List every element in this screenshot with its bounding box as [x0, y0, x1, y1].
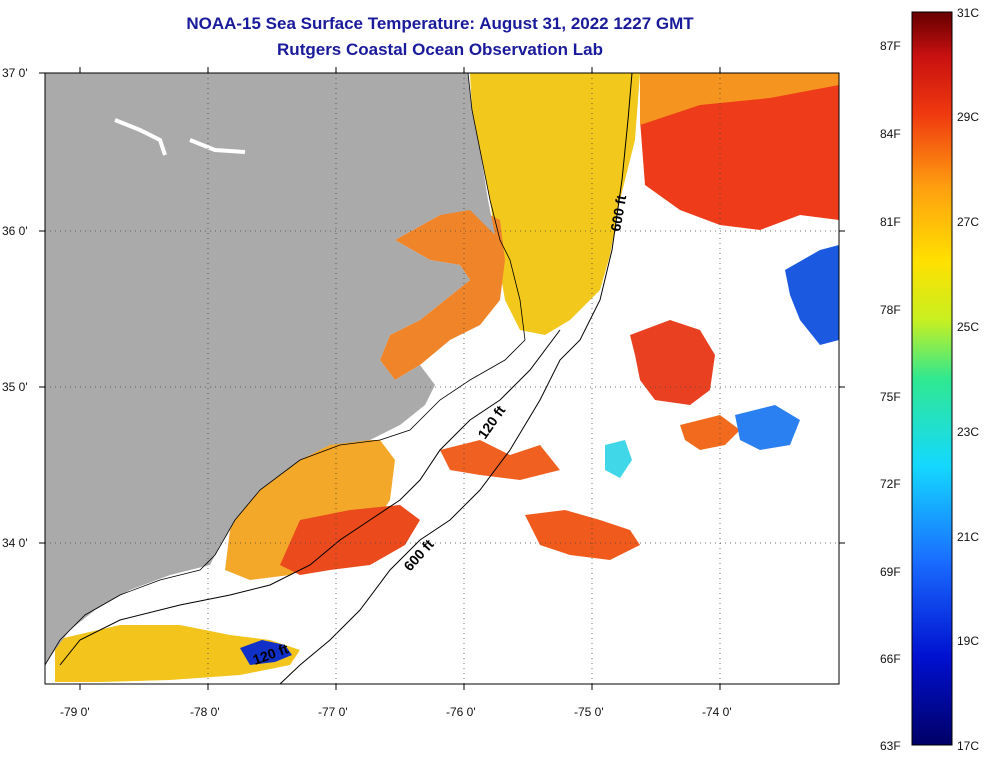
- y-tick-label: 35 0': [2, 380, 28, 394]
- tick-marks: [39, 67, 845, 690]
- warm-eddy: [630, 320, 715, 405]
- x-tick-label: -76 0': [446, 705, 476, 719]
- isobath-120ft: [59, 329, 561, 666]
- colorbar: [911, 11, 953, 746]
- cold-patch-southeast: [735, 405, 800, 450]
- x-tick-label: -75 0': [574, 705, 604, 719]
- colorbar-c-label: 31C: [957, 6, 980, 20]
- colorbar-c-label: 29C: [957, 110, 980, 124]
- inland-river: [114, 118, 246, 156]
- pamlico-sound: [380, 205, 505, 380]
- cold-patch-south: [240, 640, 292, 665]
- plot-frame: [44, 72, 840, 685]
- contour-label-600-north: 600 ft: [607, 193, 629, 232]
- map-title: NOAA-15 Sea Surface Temperature: August …: [186, 14, 694, 33]
- x-tick-label: -79 0': [60, 705, 90, 719]
- coastal-red-band: [280, 505, 420, 575]
- colorbar-f-label: 87F: [880, 39, 901, 53]
- colorbar-c-label: 21C: [957, 530, 980, 544]
- graticule: [45, 73, 839, 684]
- colorbar-c-label: 27C: [957, 215, 980, 229]
- coastline: [45, 73, 526, 666]
- offshore-orange-region: [640, 73, 839, 125]
- cyan-patch: [605, 440, 632, 478]
- colorbar-f-label: 78F: [880, 303, 901, 317]
- y-tick-label: 37 0': [2, 66, 28, 80]
- colorbar-f-label: 72F: [880, 477, 901, 491]
- isobath-600ft: [279, 72, 633, 685]
- cold-patch-east: [785, 245, 839, 345]
- map-subtitle: Rutgers Coastal Ocean Observation Lab: [277, 40, 603, 59]
- warm-patch-east: [680, 415, 740, 450]
- gulf-stream-warm-region: [640, 80, 839, 230]
- x-tick-label: -78 0': [190, 705, 220, 719]
- y-tick-label: 36 0': [2, 224, 28, 238]
- warm-patch-south: [525, 510, 640, 560]
- isobath-contours: [59, 72, 633, 685]
- colorbar-f-label: 69F: [880, 565, 901, 579]
- colorbar-f-label: 84F: [880, 127, 901, 141]
- y-tick-label: 34 0': [2, 536, 28, 550]
- colorbar-c-label: 23C: [957, 425, 980, 439]
- colorbar-c-label: 17C: [957, 739, 980, 753]
- land-mass: [45, 73, 495, 665]
- warm-streak-mid: [440, 440, 560, 480]
- x-tick-label: -77 0': [318, 705, 348, 719]
- colorbar-f-label: 66F: [880, 652, 901, 666]
- colorbar-f-label: 81F: [880, 215, 901, 229]
- long-bay-yellow: [55, 625, 300, 682]
- colorbar-c-label: 25C: [957, 320, 980, 334]
- colorbar-c-label: 19C: [957, 634, 980, 648]
- colorbar-f-label: 75F: [880, 390, 901, 404]
- x-tick-label: -74 0': [702, 705, 732, 719]
- colorbar-f-label: 63F: [880, 739, 901, 753]
